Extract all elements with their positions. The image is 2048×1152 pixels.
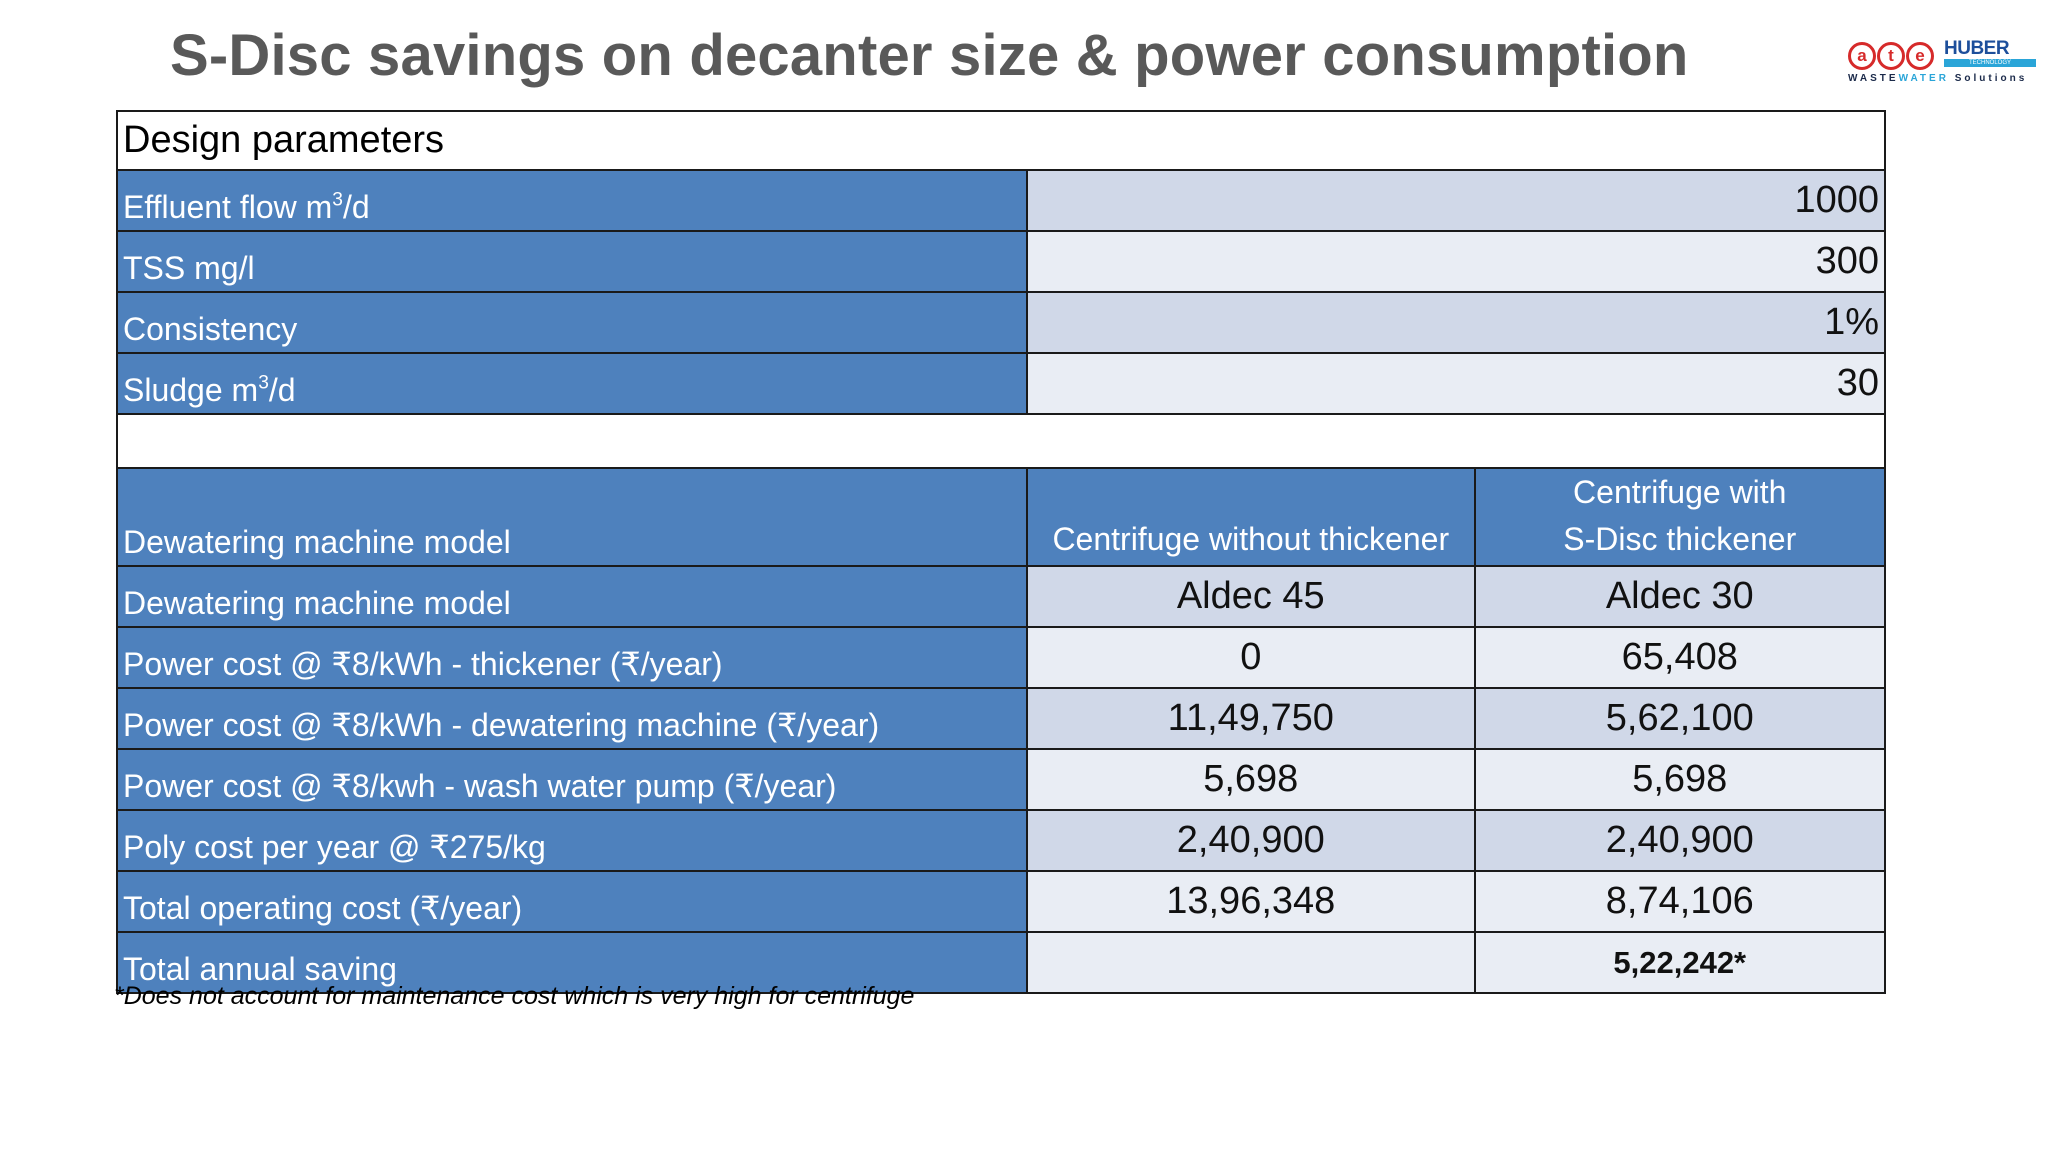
value-without-thickener: 2,40,900 (1026, 809, 1476, 872)
comparison-row: Total operating cost (₹/year) 13,96,348 … (115, 870, 1887, 933)
row-label: Total operating cost (₹/year) (115, 870, 1029, 933)
comparison-row: Power cost @ ₹8/kWh - dewatering machine… (115, 687, 1887, 750)
comparison-header-label: Dewatering machine model (115, 467, 1029, 567)
row-label: Power cost @ ₹8/kWh - thickener (₹/year) (115, 626, 1029, 689)
design-label: Consistency (115, 291, 1029, 354)
total-saving-row: Total annual saving 5,22,242* (115, 931, 1887, 994)
design-parameters-heading: Design parameters (116, 110, 1886, 171)
design-value: 1% (1026, 291, 1886, 354)
value-with-sdisc: 5,62,100 (1473, 687, 1887, 750)
page-title: S-Disc savings on decanter size & power … (170, 23, 1689, 88)
design-value: 300 (1026, 230, 1886, 293)
column-header-without-thickener: Centrifuge without thickener (1026, 467, 1476, 567)
value-with-sdisc: Aldec 30 (1473, 565, 1887, 628)
row-label: Dewatering machine model (115, 565, 1029, 628)
row-label: Power cost @ ₹8/kwh - wash water pump (₹… (115, 748, 1029, 811)
value-without-thickener: Aldec 45 (1026, 565, 1476, 628)
value-with-sdisc: 8,74,106 (1473, 870, 1887, 933)
footnote: *Does not account for maintenance cost w… (114, 982, 915, 1010)
value-without-thickener: 5,698 (1026, 748, 1476, 811)
value-without-thickener: 13,96,348 (1026, 870, 1476, 933)
comparison-row: Dewatering machine model Aldec 45 Aldec … (115, 565, 1887, 628)
huber-logo: HUBER TECHNOLOGY (1944, 39, 2036, 67)
comparison-header-row: Dewatering machine model Centrifuge with… (115, 467, 1887, 567)
column-header-with-sdisc: Centrifuge with S-Disc thickener (1473, 467, 1887, 567)
value-with-sdisc: 5,698 (1473, 748, 1887, 811)
design-value: 30 (1026, 352, 1886, 415)
logo-tagline: WASTEWATER Solutions (1848, 73, 2028, 84)
comparison-row: Power cost @ ₹8/kWh - thickener (₹/year)… (115, 626, 1887, 689)
saving-without-thickener (1026, 931, 1476, 994)
design-label: TSS mg/l (115, 230, 1029, 293)
value-with-sdisc: 65,408 (1473, 626, 1887, 689)
value-without-thickener: 11,49,750 (1026, 687, 1476, 750)
comparison-row: Power cost @ ₹8/kwh - wash water pump (₹… (115, 748, 1887, 811)
design-label: Sludge m3/d (115, 352, 1029, 415)
design-row: Effluent flow m3/d 1000 (115, 169, 1886, 232)
value-without-thickener: 0 (1026, 626, 1476, 689)
design-row: Consistency 1% (115, 291, 1886, 354)
design-label: Effluent flow m3/d (115, 169, 1029, 232)
total-saving-label: Total annual saving (115, 931, 1029, 994)
company-logo: a t e HUBER TECHNOLOGY WASTEWATER Soluti… (1848, 39, 2038, 90)
value-with-sdisc: 2,40,900 (1473, 809, 1887, 872)
total-saving-value: 5,22,242* (1473, 931, 1887, 994)
row-label: Power cost @ ₹8/kWh - dewatering machine… (115, 687, 1029, 750)
design-value: 1000 (1026, 169, 1886, 232)
design-row: TSS mg/l 300 (115, 230, 1886, 293)
spacer-row (116, 413, 1886, 469)
savings-table: Design parameters Effluent flow m3/d 100… (115, 110, 1887, 994)
comparison-row: Poly cost per year @ ₹275/kg 2,40,900 2,… (115, 809, 1887, 872)
ate-logo: a t e (1848, 42, 1934, 70)
design-row: Sludge m3/d 30 (115, 352, 1886, 415)
row-label: Poly cost per year @ ₹275/kg (115, 809, 1029, 872)
